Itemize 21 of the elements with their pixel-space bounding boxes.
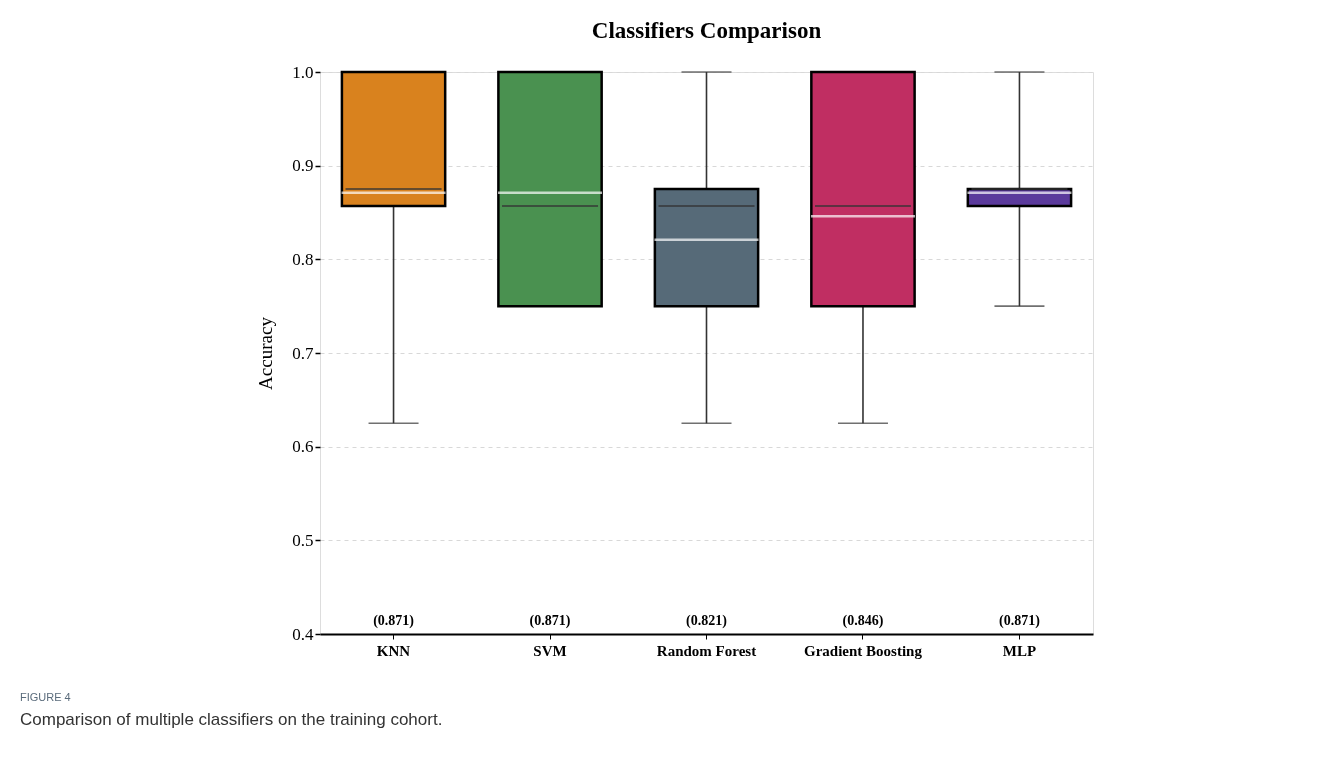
x-tick-label: Gradient Boosting (804, 642, 923, 659)
y-tick-label: 0.8 (292, 249, 314, 269)
annotation: (0.871) (373, 613, 415, 629)
y-tick-label: 1.0 (292, 62, 314, 82)
annotation: (0.871) (529, 613, 571, 629)
text: Comparison of multiple classifiers on the training cohort. (20, 710, 443, 729)
y-tick-label: 0.5 (292, 530, 314, 550)
x-tick-label: MLP (1002, 642, 1037, 659)
x-tick-label: SVM (533, 642, 567, 659)
chart-title: Classifiers Comparison (591, 18, 822, 43)
annotation: (0.871) (999, 613, 1041, 629)
caption: FIGURE 4 (20, 691, 71, 703)
y-axis-title: Accuracy (255, 316, 277, 390)
y-tick-label: 0.7 (292, 343, 314, 363)
y-tick-label: 0.4 (292, 624, 314, 644)
y-tick-label: 0.6 (292, 437, 314, 457)
annotation: (0.846) (842, 613, 884, 629)
x-tick-label: KNN (376, 642, 411, 659)
annotation: (0.821) (686, 613, 728, 629)
y-tick-label: 0.9 (292, 156, 314, 176)
x-tick-label: Random Forest (656, 642, 757, 659)
